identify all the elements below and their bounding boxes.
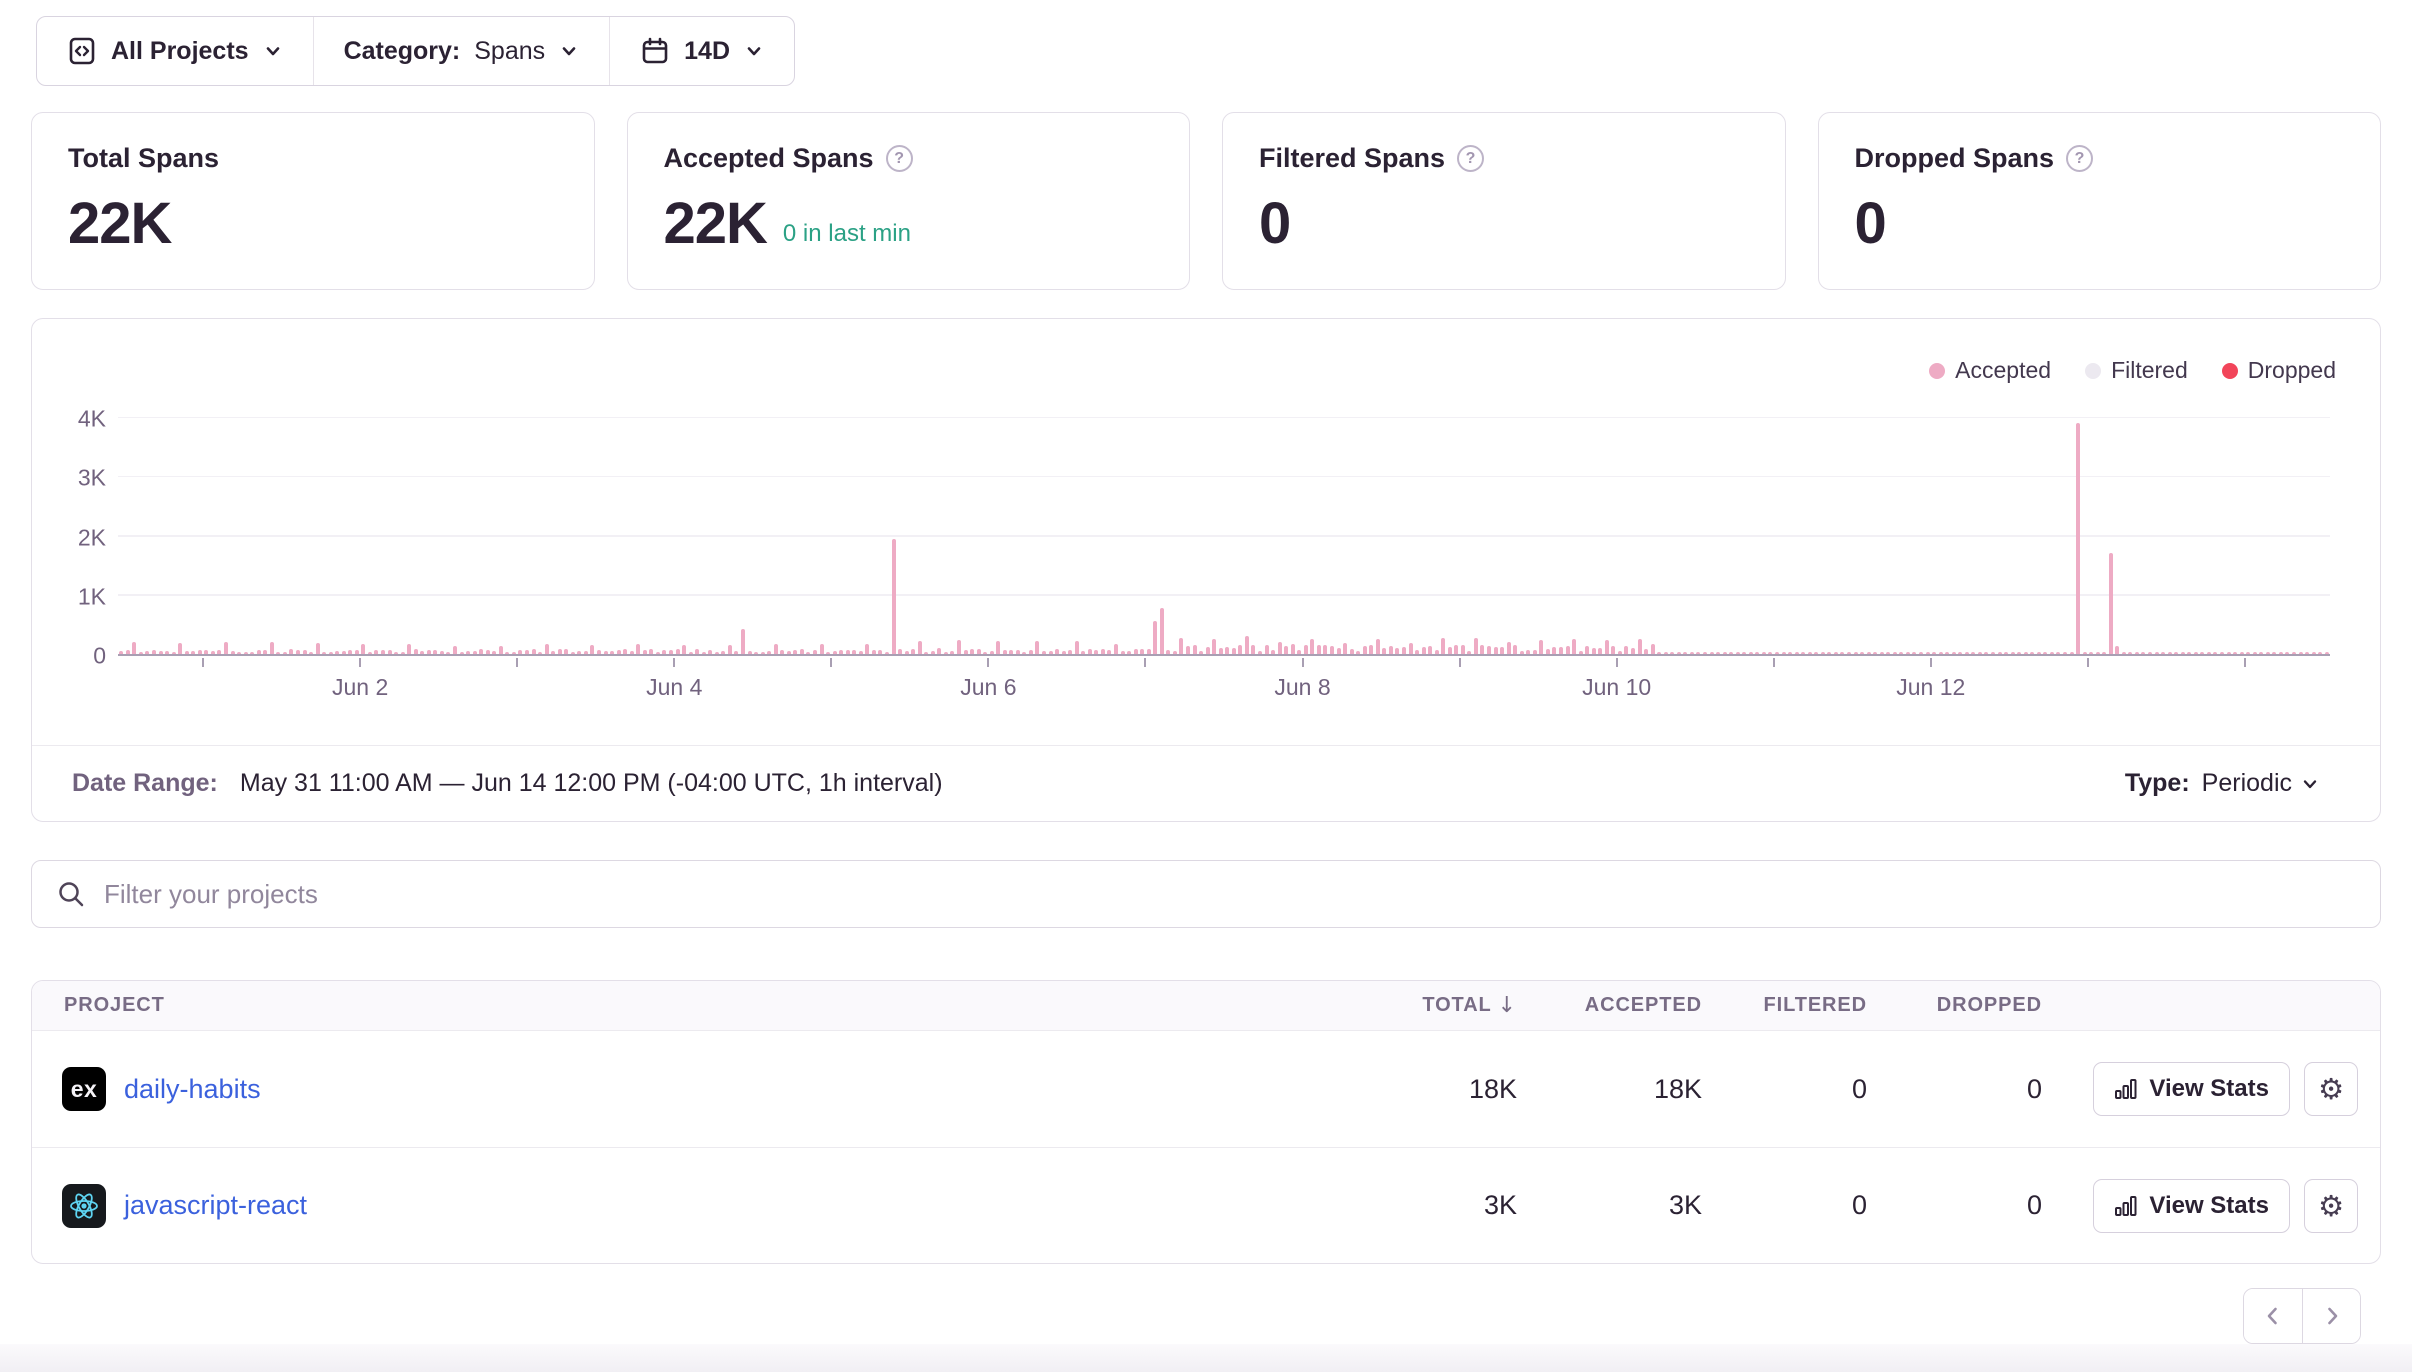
filtered-cell: 0 bbox=[1851, 1073, 1867, 1104]
project-search-bar bbox=[31, 860, 2381, 928]
project-settings-button[interactable]: ⚙ bbox=[2304, 1062, 2358, 1116]
help-icon[interactable]: ? bbox=[2066, 145, 2094, 172]
filtered-cell: 0 bbox=[1851, 1190, 1867, 1220]
projects-icon bbox=[69, 37, 95, 65]
spans-stats-page: All Projects Category: Spans 14D bbox=[31, 16, 2381, 1344]
column-header-filtered[interactable]: FILTERED bbox=[1763, 994, 1867, 1016]
search-input[interactable] bbox=[104, 878, 2356, 910]
card-note: 0 in last min bbox=[782, 220, 911, 247]
bar-chart-icon bbox=[2115, 1079, 2137, 1099]
chevron-right-icon bbox=[2327, 1307, 2337, 1325]
chevron-down-icon bbox=[747, 47, 761, 56]
type-value: Periodic bbox=[2201, 769, 2292, 797]
legend-item-dropped[interactable]: Dropped bbox=[2221, 357, 2336, 384]
column-header-dropped[interactable]: DROPPED bbox=[1936, 994, 2042, 1016]
total-spans-card: Total Spans 22K bbox=[31, 112, 595, 290]
total-cell: 3K bbox=[1483, 1190, 1517, 1220]
accepted-cell: 18K bbox=[1653, 1073, 1702, 1104]
date-range-label: Date Range: bbox=[72, 769, 218, 797]
card-title: Filtered Spans bbox=[1259, 143, 1446, 173]
chart-legend: Accepted Filtered Dropped bbox=[1929, 357, 2336, 384]
column-header-project: PROJECT bbox=[64, 994, 165, 1016]
table-row: javascript-react 3K 3K 0 0 View Stats ⚙ bbox=[32, 1147, 2380, 1263]
accepted-spans-card: Accepted Spans ? 22K 0 in last min bbox=[626, 112, 1190, 290]
legend-item-accepted[interactable]: Accepted bbox=[1929, 357, 2051, 384]
card-value: 0 bbox=[1854, 191, 1887, 256]
search-icon bbox=[59, 882, 84, 907]
card-value: 22K bbox=[68, 191, 172, 256]
gear-icon: ⚙ bbox=[2318, 1072, 2344, 1106]
legend-label: Filtered bbox=[2111, 357, 2188, 383]
expo-platform-icon: ex bbox=[62, 1067, 106, 1111]
project-link[interactable]: javascript-react bbox=[124, 1190, 308, 1220]
card-value: 0 bbox=[1259, 191, 1291, 256]
date-range-value: 14D bbox=[684, 36, 731, 65]
legend-label: Accepted bbox=[1955, 357, 2052, 383]
calendar-icon bbox=[642, 37, 668, 64]
table-header-row: PROJECT TOTAL ↓ ACCEPTED FILTERED DROPPE… bbox=[32, 981, 2380, 1031]
card-value: 22K bbox=[663, 191, 768, 256]
react-platform-icon bbox=[62, 1183, 106, 1228]
chart-y-axis: 0 1K 2K 3K 4K bbox=[77, 405, 106, 669]
legend-label: Dropped bbox=[2247, 357, 2336, 383]
next-page-button[interactable] bbox=[2302, 1289, 2360, 1343]
category-filter-label: Category: bbox=[343, 36, 461, 65]
help-icon[interactable]: ? bbox=[885, 145, 913, 172]
date-range-text: May 31 11:00 AM — Jun 14 12:00 PM (-04:0… bbox=[239, 769, 943, 797]
type-label: Type: bbox=[2124, 769, 2190, 797]
total-cell: 18K bbox=[1468, 1073, 1517, 1104]
chevron-down-icon bbox=[266, 47, 279, 56]
gear-icon: ⚙ bbox=[2318, 1188, 2344, 1223]
project-link[interactable]: daily-habits bbox=[124, 1073, 261, 1104]
dropped-cell: 0 bbox=[2026, 1190, 2042, 1220]
previous-page-button[interactable] bbox=[2244, 1289, 2302, 1343]
table-row: ex daily-habits 18K 18K 0 0 View Stats ⚙ bbox=[32, 1031, 2380, 1147]
card-title: Dropped Spans bbox=[1854, 143, 2055, 173]
chevron-left-icon bbox=[2267, 1307, 2277, 1325]
project-filter-dropdown[interactable]: All Projects bbox=[37, 17, 313, 85]
dropped-spans-card: Dropped Spans ? 0 bbox=[1817, 112, 2381, 290]
view-stats-button[interactable]: View Stats bbox=[2093, 1178, 2290, 1233]
bar-chart-icon bbox=[2115, 1195, 2137, 1216]
chart-footer: Date Range: May 31 11:00 AM — Jun 14 12:… bbox=[32, 745, 2380, 821]
dropped-cell: 0 bbox=[2026, 1073, 2042, 1104]
chevron-down-icon bbox=[562, 47, 576, 56]
column-header-total[interactable]: TOTAL ↓ bbox=[1422, 993, 1517, 1018]
column-header-accepted[interactable]: ACCEPTED bbox=[1584, 994, 1702, 1016]
filter-bar: All Projects Category: Spans 14D bbox=[36, 16, 796, 86]
accepted-cell: 3K bbox=[1668, 1190, 1702, 1220]
view-stats-button[interactable]: View Stats bbox=[2093, 1062, 2290, 1116]
project-filter-label: All Projects bbox=[111, 36, 249, 65]
accepted-legend-dot bbox=[1929, 362, 1946, 379]
stat-cards-row: Total Spans 22K Accepted Spans ? 22K 0 i… bbox=[31, 112, 2381, 290]
card-title: Total Spans bbox=[68, 143, 220, 173]
sort-desc-icon: ↓ bbox=[1497, 993, 1517, 1018]
filtered-legend-dot bbox=[2085, 362, 2102, 379]
category-filter-dropdown[interactable]: Category: Spans bbox=[312, 17, 610, 85]
category-filter-value: Spans bbox=[474, 36, 546, 65]
page-bottom-band bbox=[0, 1344, 2412, 1372]
projects-table: PROJECT TOTAL ↓ ACCEPTED FILTERED DROPPE… bbox=[31, 980, 2381, 1264]
chart-plot: Jun 2 Jun 4 Jun 6 Jun 8 Jun 10 Jun 12 bbox=[118, 416, 2330, 700]
date-range-dropdown[interactable]: 14D bbox=[609, 17, 794, 85]
spans-usage-chart-card: Accepted Filtered Dropped 0 1K 2K 3K 4K Jun … bbox=[31, 318, 2381, 822]
card-title: Accepted Spans bbox=[663, 143, 874, 173]
chevron-down-icon bbox=[2303, 779, 2317, 788]
type-selector[interactable]: Type: Periodic bbox=[2125, 769, 2320, 798]
legend-item-filtered[interactable]: Filtered bbox=[2085, 357, 2188, 384]
filtered-spans-card: Filtered Spans ? 0 bbox=[1222, 112, 1786, 290]
pagination bbox=[31, 1288, 2381, 1344]
project-settings-button[interactable]: ⚙ bbox=[2304, 1178, 2358, 1233]
help-icon[interactable]: ? bbox=[1457, 145, 1485, 172]
dropped-legend-dot bbox=[2221, 362, 2238, 379]
